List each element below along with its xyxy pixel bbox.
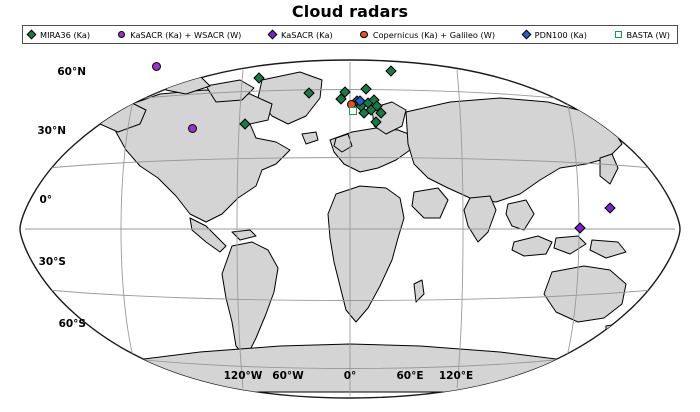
circle-marker-icon (117, 30, 126, 39)
legend-entry-label: MIRA36 (Ka) (40, 29, 91, 40)
legend: MIRA36 (Ka) KaSACR (Ka) + WSACR (W) KaSACR… (22, 25, 678, 44)
lat-tick-label: 0° (39, 194, 52, 206)
page-title: Cloud radars (291, 2, 409, 21)
circle-marker-icon (360, 30, 368, 39)
lon-tick-label: 0° (343, 370, 357, 382)
legend-entry[interactable]: KaSACR (Ka) (267, 29, 335, 40)
legend-entry-label: Copernicus (Ka) + Galileo (W) (372, 29, 496, 40)
legend-entry[interactable]: KaSACR (Ka) + WSACR (W) (117, 29, 244, 40)
legend-entry-label: KaSACR (Ka) + WSACR (W) (130, 29, 242, 40)
map-marker-square[interactable] (349, 107, 357, 115)
legend-entry-label: PDN100 (Ka) (534, 29, 587, 40)
diamond-marker-icon (26, 29, 37, 40)
lat-tick-label: 30°S (38, 256, 66, 268)
lon-tick-label: 120°E (438, 370, 474, 382)
map-marker-circle[interactable] (151, 61, 161, 71)
square-marker-icon (614, 31, 622, 38)
diamond-marker-icon (267, 29, 278, 40)
lat-tick-label: 60°N (57, 66, 86, 78)
legend-entry[interactable]: Copernicus (Ka) + Galileo (W) (360, 30, 497, 40)
diamond-marker-icon (521, 29, 532, 40)
lon-tick-label: 60°W (272, 370, 304, 382)
lon-tick-label: 120°W (223, 370, 263, 382)
legend-entry[interactable]: BASTA (W) (614, 29, 672, 40)
legend-entry[interactable]: PDN100 (Ka) (521, 29, 589, 40)
legend-entry-label: BASTA (W) (626, 29, 670, 40)
map-canvas: 60°N 30°N 0° 30°S 60°S 120°W 60°W 0° 60°… (0, 46, 700, 412)
legend-entry-label: KaSACR (Ka) (281, 29, 333, 40)
map-marker-circle[interactable] (187, 123, 197, 133)
legend-entry[interactable]: MIRA36 (Ka) (26, 29, 92, 40)
lat-tick-label: 60°S (58, 318, 86, 330)
lon-tick-label: 60°E (396, 370, 424, 382)
world-map-svg (19, 59, 681, 399)
lat-tick-label: 30°N (37, 125, 66, 137)
